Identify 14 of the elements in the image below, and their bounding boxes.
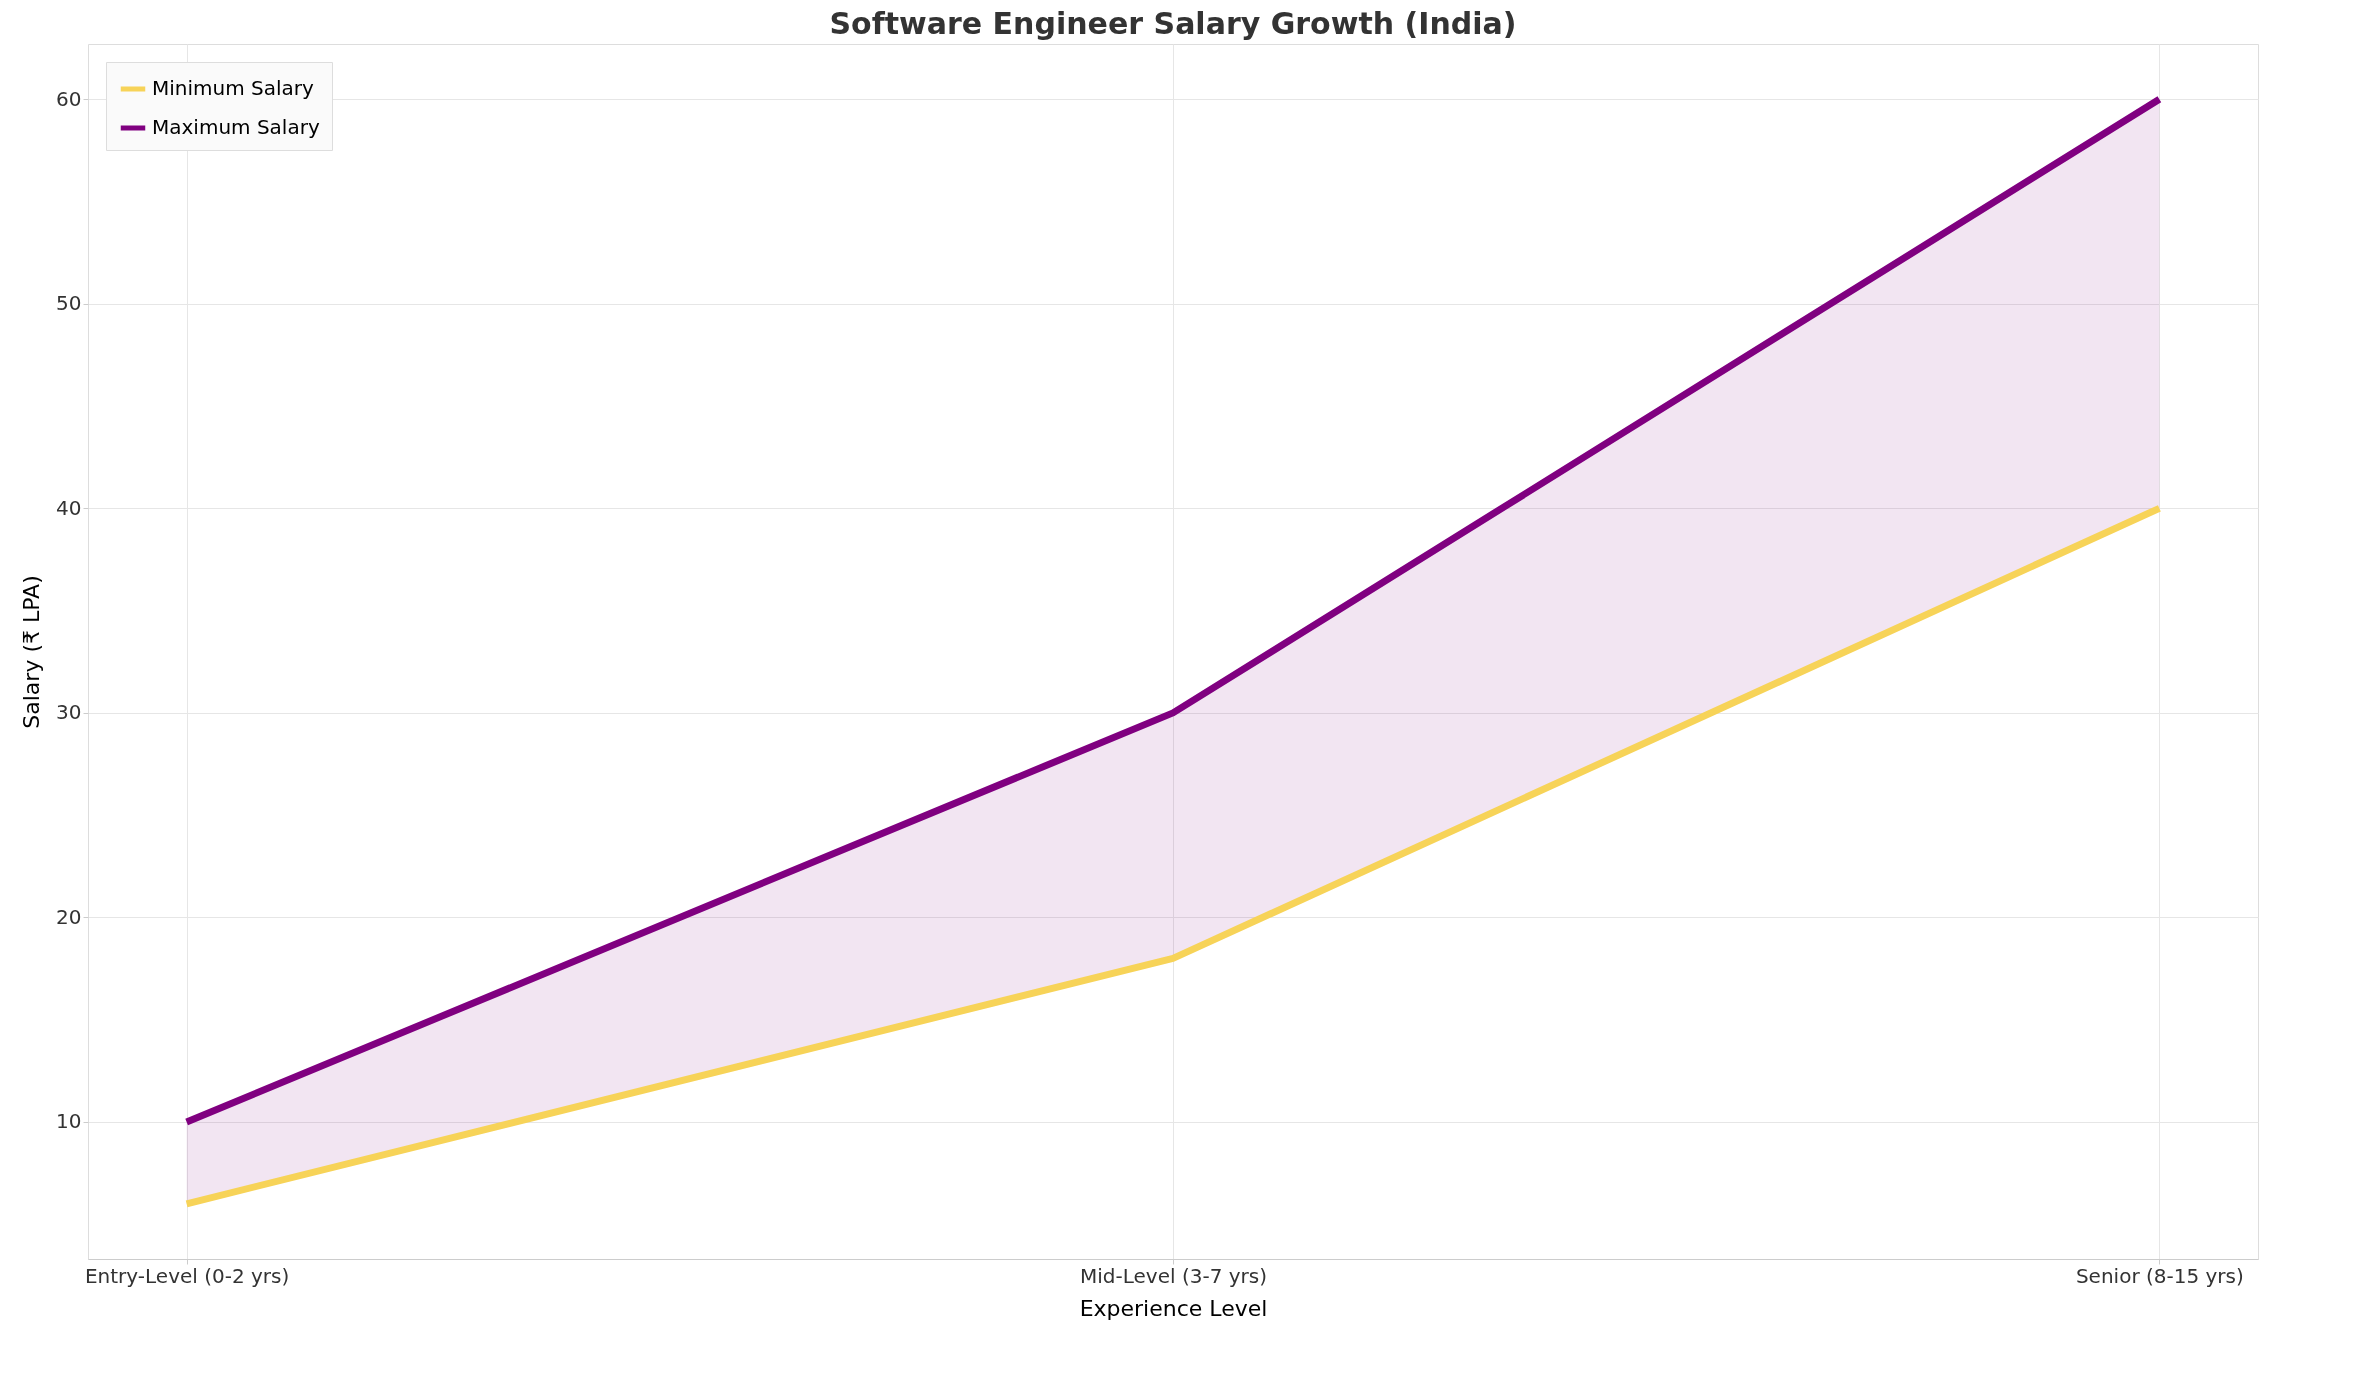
chart-title: Software Engineer Salary Growth (India): [829, 6, 1517, 41]
legend-label: Maximum Salary: [152, 115, 320, 139]
x-tick-label: Mid-Level (3-7 yrs): [1080, 1263, 1267, 1288]
legend-label: Minimum Salary: [152, 76, 315, 100]
y-tick-label: 10: [56, 1109, 82, 1134]
y-tick-label: 40: [56, 495, 82, 520]
y-axis-title: Salary (₹ LPA): [19, 575, 45, 729]
y-tick-label: 30: [56, 700, 82, 725]
x-tick-label: Senior (8-15 yrs): [2075, 1263, 2244, 1288]
y-tick-label: 50: [56, 291, 82, 316]
y-tick-label: 60: [56, 86, 82, 111]
x-tick-label: Entry-Level (0-2 yrs): [84, 1263, 290, 1288]
y-tick-label: 20: [56, 904, 82, 929]
x-axis-title: Experience Level: [1079, 1295, 1268, 1321]
